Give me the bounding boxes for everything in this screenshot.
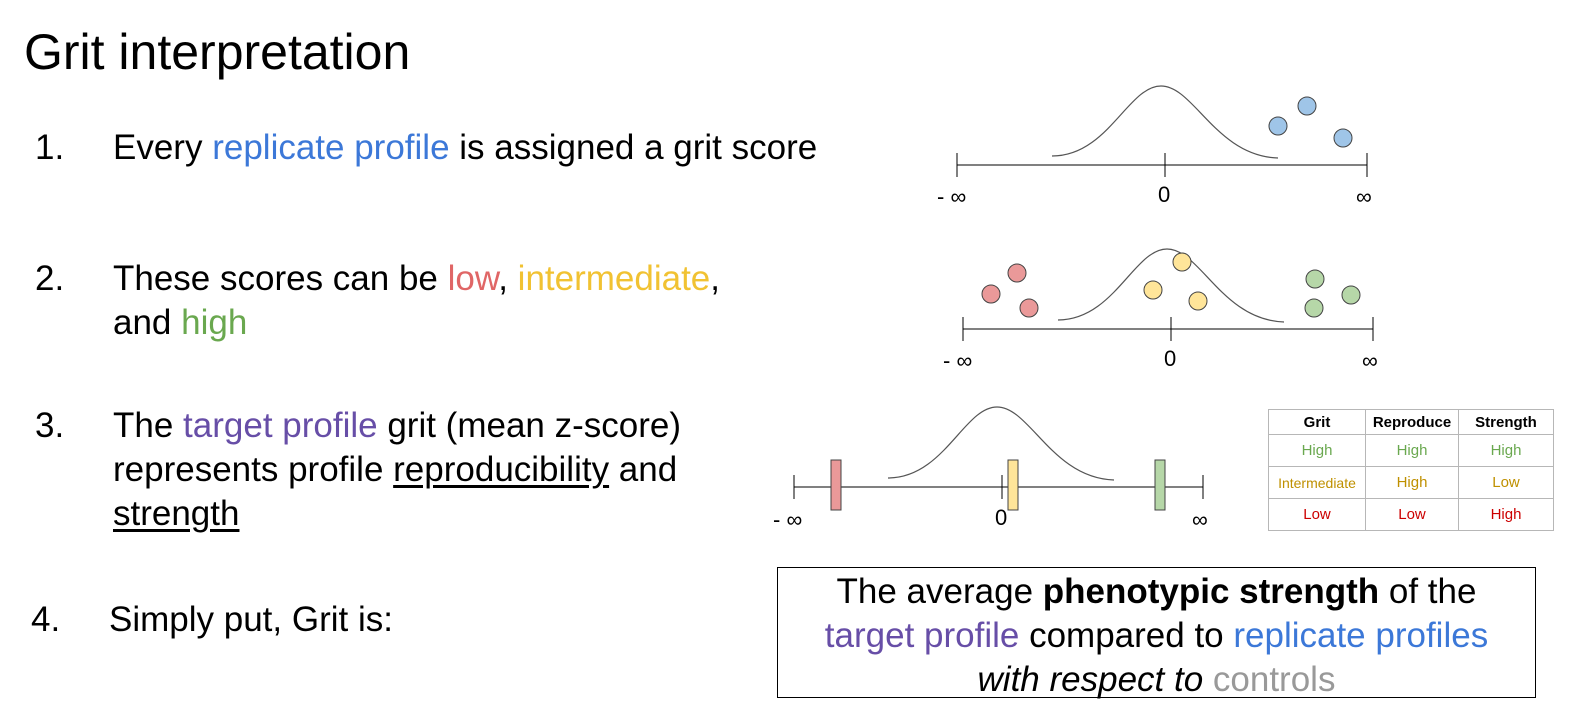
replicate-dot	[1333, 128, 1353, 148]
table-header: Grit	[1268, 409, 1366, 435]
high-grit-target-marker	[1154, 459, 1166, 511]
grit-interpretation-table: Grit Reproduce Strength High High High I…	[1268, 409, 1554, 531]
controls-highlight: controls	[1212, 660, 1336, 699]
with-respect-to-italic: with respect to	[977, 660, 1204, 699]
summary-line-3: with respect to controls	[778, 658, 1535, 702]
low-highlight: low	[447, 259, 499, 298]
phenotypic-strength-bold: phenotypic strength	[1042, 572, 1380, 611]
table-row: High High High	[1268, 434, 1554, 467]
control-distribution-curve	[1057, 248, 1285, 323]
replicate-dot	[1297, 96, 1317, 116]
replicate-profile-highlight: replicate profile	[212, 128, 450, 167]
summary-line-1: The average phenotypic strength of the	[836, 572, 1477, 611]
figure-1-replicate-distribution: - ∞ 0 ∞	[937, 85, 1372, 209]
high-score-dot	[1304, 298, 1324, 318]
item-text: Simply put, Grit is:	[109, 600, 393, 639]
low-score-dot	[981, 284, 1001, 304]
high-score-dot	[1341, 285, 1361, 305]
table-cell: High	[1458, 434, 1554, 467]
table-cell: Low	[1268, 498, 1366, 531]
list-item-1: 1. Every replicate profile is assigned a…	[0, 126, 880, 170]
list-item-2: 2. These scores can be low, intermediate…	[0, 257, 800, 345]
axis-label-zero: 0	[1158, 182, 1170, 207]
axis-label-pos-inf: ∞	[1362, 348, 1378, 373]
grit-definition-box: The average phenotypic strength of the t…	[777, 567, 1536, 699]
item-number: 4.	[31, 600, 61, 639]
item-text: These scores can be low, intermediate, an…	[113, 259, 721, 342]
table-row: Intermediate High Low	[1268, 466, 1554, 499]
low-score-dot	[1019, 298, 1039, 318]
table-cell: High	[1268, 434, 1366, 467]
high-score-dot	[1305, 269, 1325, 289]
item-number: 1.	[35, 128, 65, 167]
intermediate-highlight: intermediate	[517, 259, 711, 298]
page-title: Grit interpretation	[24, 24, 411, 80]
list-item-3: 3. The target profile grit (mean z-score…	[0, 404, 760, 536]
table-header: Reproduce	[1365, 409, 1459, 435]
summary-line-2: target profile compared to replicate pro…	[824, 616, 1489, 655]
axis-label-neg-inf: - ∞	[773, 507, 802, 532]
figure-2-score-levels: - ∞ 0 ∞	[943, 248, 1378, 373]
table-cell: High	[1458, 498, 1554, 531]
strength-underlined: strength	[113, 494, 240, 533]
intermediate-score-dot	[1172, 252, 1192, 272]
list-item-4: 4. Simply put, Grit is:	[0, 598, 500, 642]
target-profile-highlight: target profile	[824, 616, 1020, 655]
table-header-row: Grit Reproduce Strength	[1268, 409, 1554, 435]
axis-label-zero: 0	[995, 505, 1007, 530]
axis-label-pos-inf: ∞	[1356, 184, 1372, 209]
intermediate-score-dot	[1143, 280, 1163, 300]
item-number: 2.	[35, 259, 65, 298]
control-distribution-curve	[887, 406, 1115, 481]
table-cell: Low	[1458, 466, 1554, 499]
axis-label-neg-inf: - ∞	[937, 184, 966, 209]
intermediate-grit-target-marker	[1007, 459, 1019, 511]
item-number: 3.	[35, 406, 65, 445]
table-header: Strength	[1458, 409, 1554, 435]
reproducibility-underlined: reproducibility	[393, 450, 610, 489]
high-highlight: high	[181, 303, 248, 342]
replicate-profiles-highlight: replicate profiles	[1233, 616, 1489, 655]
intermediate-score-dot	[1188, 291, 1208, 311]
table-row: Low Low High	[1268, 498, 1554, 531]
control-distribution-curve	[1051, 85, 1279, 159]
table-cell: High	[1365, 434, 1459, 467]
axis-label-zero: 0	[1164, 346, 1176, 371]
axis-label-neg-inf: - ∞	[943, 348, 972, 373]
low-score-dot	[1007, 263, 1027, 283]
low-grit-target-marker	[830, 459, 842, 511]
table-cell: Intermediate	[1268, 466, 1366, 499]
target-profile-highlight: target profile	[183, 406, 378, 445]
table-cell: High	[1365, 466, 1459, 499]
item-text: The target profile grit (mean z-score) re…	[113, 406, 682, 533]
axis-label-pos-inf: ∞	[1192, 507, 1208, 532]
replicate-dot	[1268, 116, 1288, 136]
table-cell: Low	[1365, 498, 1459, 531]
item-text: Every replicate profile is assigned a gr…	[113, 128, 818, 167]
figure-3-target-grit: - ∞ 0 ∞	[773, 406, 1208, 532]
